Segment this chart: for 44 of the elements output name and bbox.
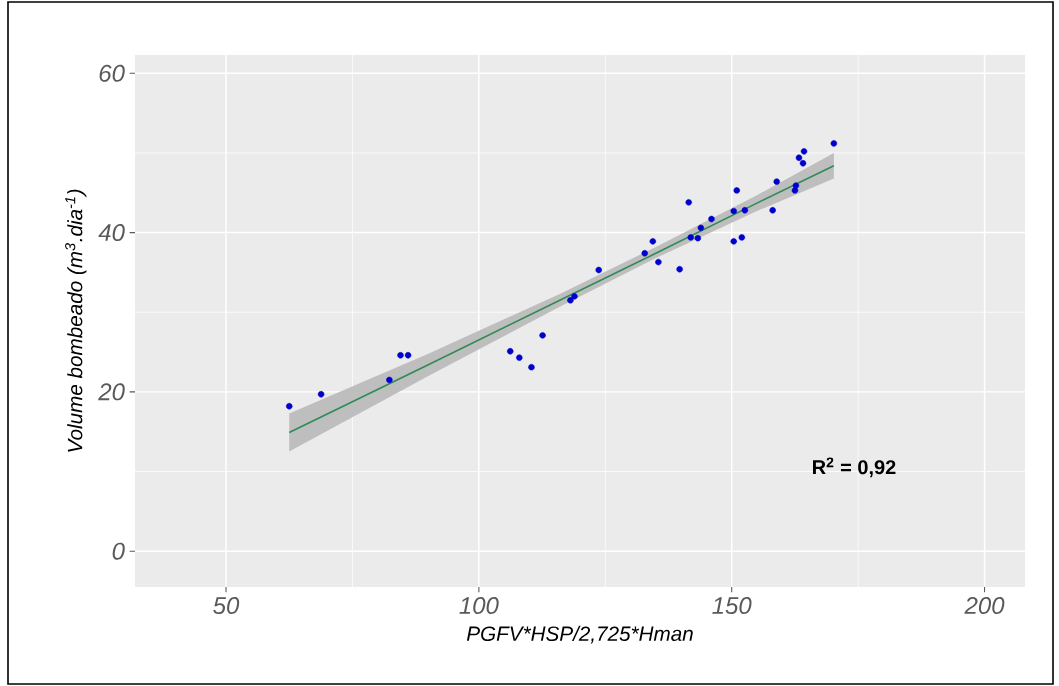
point [317,391,325,398]
point [649,238,657,245]
point [697,224,705,232]
x-tick-label: 150 [712,597,752,615]
point [730,238,737,245]
point [773,178,780,185]
point [708,215,715,223]
point [687,234,694,241]
point [404,352,412,359]
point [694,234,702,242]
point [655,258,662,266]
point [397,352,404,359]
point [799,160,807,167]
point [733,187,740,194]
point [567,297,574,304]
text: R$^{2}$ = 0,92 [813,457,896,478]
point [769,207,776,214]
point [730,207,737,215]
point [539,332,546,339]
point [528,363,535,371]
point [741,207,749,214]
x-tick-label: 50 [213,597,240,615]
point [792,182,800,189]
x-tick-label: 100 [459,597,499,615]
y-tick-label: 60 [99,64,125,82]
point [830,140,838,147]
point [641,250,648,257]
x-axis-title: PGFV*HSP/2,725*Hman [466,625,693,644]
point [800,148,808,155]
y-axis-title: Volume bombeado (m$^{3}$.dia$^{-1}$) [65,189,87,452]
point [386,376,393,384]
y-tick-label: 40 [98,224,125,242]
point [795,154,803,161]
y-tick-label: 0 [112,542,125,560]
point [571,293,578,300]
point [738,234,746,241]
point [685,199,692,206]
point [595,266,602,274]
point [286,403,293,410]
point [507,348,514,355]
y-tick-label: 20 [98,383,125,401]
point [516,354,523,361]
x-tick-label: 200 [964,597,1005,615]
point [676,266,683,273]
